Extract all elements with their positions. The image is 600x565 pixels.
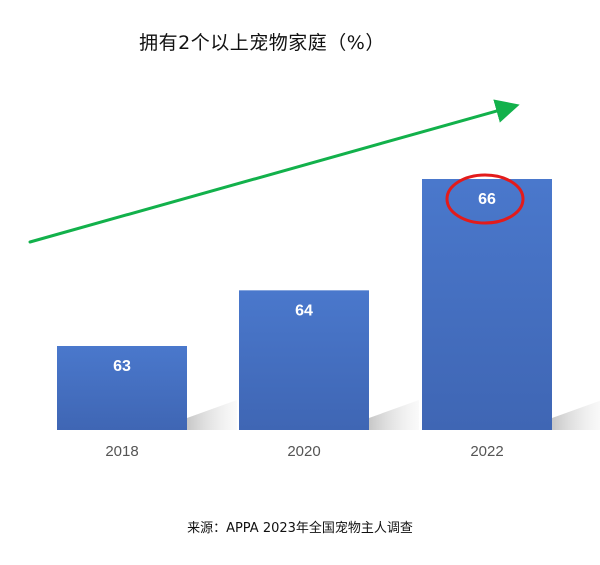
chart-title: 拥有2个以上宠物家庭（%） xyxy=(139,32,385,54)
value-label-2020: 64 xyxy=(295,302,313,319)
value-label-2018: 63 xyxy=(113,358,131,375)
bar-shadows xyxy=(187,400,600,430)
source-note: 来源：APPA 2023年全国宠物主人调查 xyxy=(187,521,413,536)
bar-shadow-2020 xyxy=(369,400,419,430)
x-tick-label-2022: 2022 xyxy=(470,443,503,460)
trend-arrow xyxy=(28,99,520,244)
highlight-circle xyxy=(445,173,525,225)
bar-2018 xyxy=(57,346,187,430)
bar-shadow-2022 xyxy=(552,400,600,430)
value-labels-group: 63 64 66 xyxy=(113,191,496,375)
bars-group xyxy=(57,179,552,430)
bar-shadow-2018 xyxy=(187,400,237,430)
value-label-2022: 66 xyxy=(478,191,496,208)
x-tick-labels-group: 2018 2020 2022 xyxy=(105,443,503,460)
x-tick-label-2020: 2020 xyxy=(287,443,320,460)
bar-2020 xyxy=(239,290,369,430)
x-tick-label-2018: 2018 xyxy=(105,443,138,460)
bar-2022 xyxy=(422,179,552,430)
